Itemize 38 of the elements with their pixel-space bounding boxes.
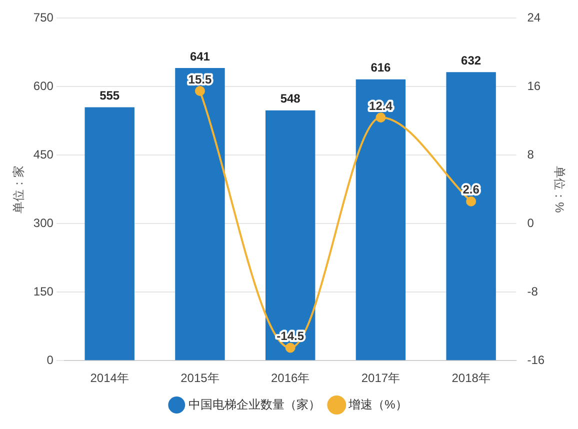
y-tick-label: 150 bbox=[33, 284, 54, 298]
bar bbox=[265, 110, 316, 360]
x-tick-label: 2018年 bbox=[452, 371, 490, 386]
bar bbox=[446, 72, 496, 360]
bar bbox=[356, 79, 406, 360]
y-tick-label: 750 bbox=[33, 10, 54, 25]
data-label: 632 bbox=[461, 53, 482, 68]
data-label: 641 bbox=[190, 49, 210, 64]
y2-tick-label: 16 bbox=[527, 78, 541, 93]
bar bbox=[175, 68, 225, 360]
y2-tick-label: 24 bbox=[527, 10, 541, 25]
y-axis-title: 单位：家 bbox=[12, 165, 26, 214]
point bbox=[376, 112, 386, 122]
data-label: 555 bbox=[100, 88, 120, 103]
x-tick-label: 2017年 bbox=[361, 371, 400, 386]
x-tick-label: 2016年 bbox=[270, 371, 310, 386]
legend-label: 增速（%） bbox=[348, 397, 408, 412]
data-label: 2.6 bbox=[462, 182, 480, 197]
y2-axis-title: 单位：% bbox=[552, 166, 566, 214]
y-tick-label: 0 bbox=[46, 352, 54, 367]
y2-tick-label: -16 bbox=[527, 352, 545, 367]
x-tick-label: 2015年 bbox=[180, 371, 220, 386]
point bbox=[285, 342, 296, 353]
data-label: 616 bbox=[370, 60, 392, 75]
x-tick-label: 2014年 bbox=[90, 371, 129, 386]
data-label: 15.5 bbox=[188, 72, 212, 86]
data-label: 12.4 bbox=[369, 98, 393, 113]
y2-tick-label: -8 bbox=[527, 284, 538, 298]
point bbox=[466, 196, 476, 206]
y2-tick-label: 8 bbox=[527, 147, 534, 162]
y2-tick-label: 0 bbox=[527, 216, 534, 230]
y-tick-label: 450 bbox=[33, 147, 54, 162]
point bbox=[194, 86, 205, 96]
y-tick-label: 600 bbox=[33, 78, 54, 93]
legend-label: 中国电梯企业数量（家） bbox=[188, 397, 321, 412]
y-tick-label: 300 bbox=[33, 216, 54, 230]
data-label: 548 bbox=[280, 92, 301, 106]
bar bbox=[84, 107, 134, 360]
